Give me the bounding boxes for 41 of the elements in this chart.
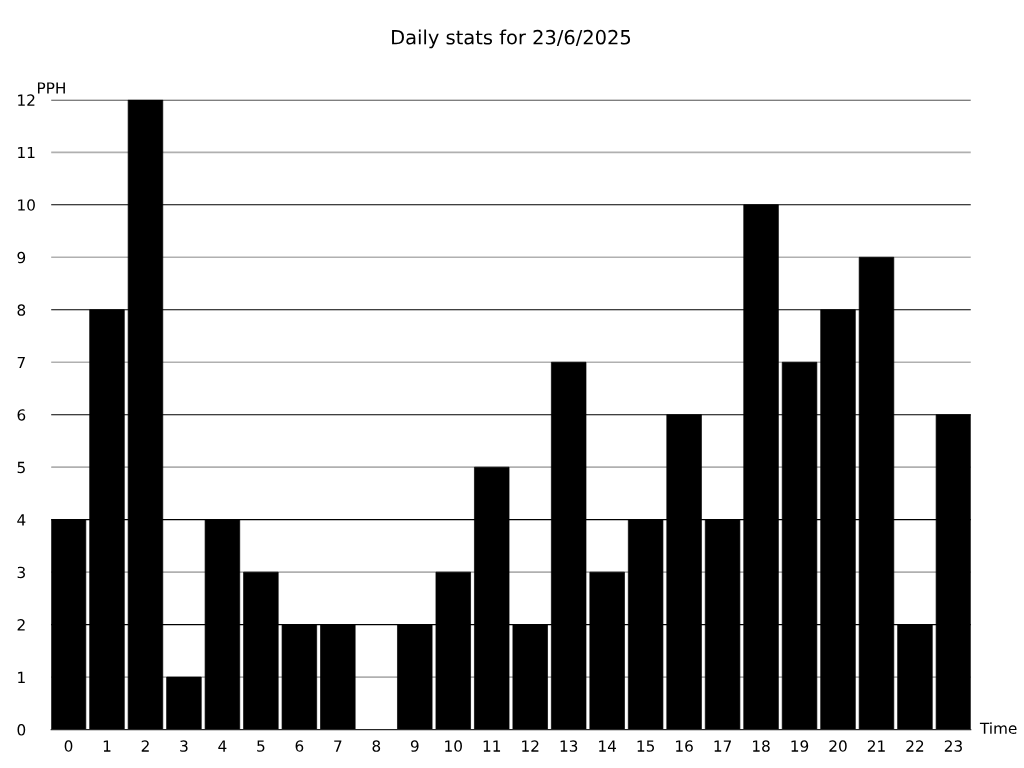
y-tick-label: 7: [17, 356, 25, 369]
x-tick-label: 0: [64, 740, 73, 752]
x-tick-label: 13: [560, 740, 578, 752]
x-tick-label: 18: [753, 740, 770, 752]
x-tick-label: 2: [141, 740, 149, 752]
x-tick-label: 8: [372, 740, 381, 752]
x-tick-label: 14: [599, 740, 617, 752]
x-tick-label: 4: [218, 740, 227, 752]
bar: [166, 676, 202, 730]
x-tick-label: 16: [676, 740, 693, 752]
x-tick-label: 12: [522, 740, 539, 752]
x-tick-label: 6: [295, 740, 304, 752]
y-tick-label: 10: [18, 199, 35, 211]
y-tick-label: 12: [18, 94, 35, 106]
x-tick-label: 10: [445, 740, 462, 752]
x-tick-label: 5: [257, 740, 265, 752]
y-tick-label: 2: [17, 619, 25, 631]
x-tick-label: 3: [180, 740, 188, 752]
x-tick-label: 17: [714, 740, 731, 752]
y-tick-label: 0: [17, 724, 26, 736]
y-tick-label: 8: [17, 304, 26, 316]
y-tick-label: 9: [17, 251, 26, 264]
x-tick-label: 21: [867, 740, 885, 752]
chart-title: Daily stats for 23/6/2025: [392, 29, 631, 49]
x-tick-label: 23: [944, 740, 962, 752]
x-tick-label: 15: [637, 740, 655, 752]
x-tick-label: 11: [483, 740, 501, 752]
x-tick-label: 20: [829, 740, 847, 752]
x-axis-title: Time: [979, 722, 1017, 735]
x-tick-label: 22: [906, 740, 924, 752]
x-tick-label: 19: [791, 740, 809, 752]
x-tick-label: 9: [410, 740, 419, 752]
x-tick-label: 7: [334, 740, 342, 752]
y-tick-label: 1: [18, 671, 25, 683]
x-tick-label: 1: [103, 740, 111, 752]
y-tick-label: 6: [17, 409, 26, 421]
y-tick-label: 5: [17, 461, 25, 474]
y-tick-label: 3: [17, 566, 25, 579]
y-axis-title: PPH: [37, 82, 65, 94]
y-tick-label: 11: [18, 146, 35, 159]
y-tick-label: 4: [17, 514, 26, 526]
